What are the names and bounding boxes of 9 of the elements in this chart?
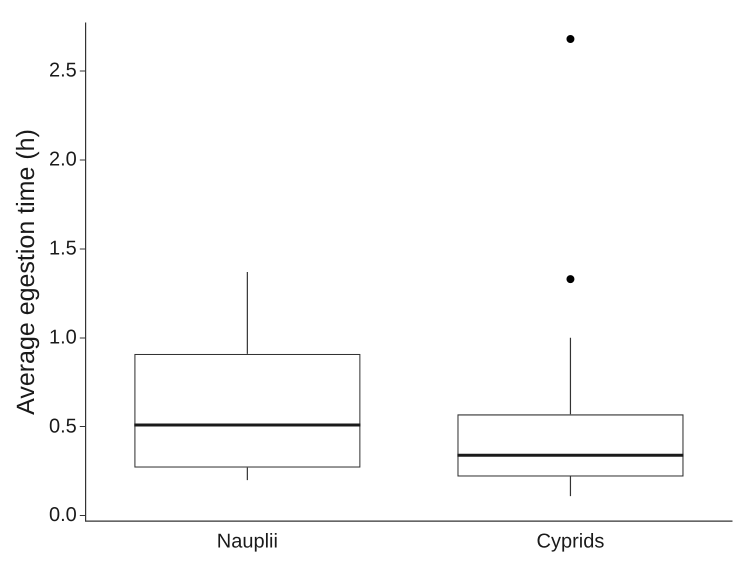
y-axis-title: Average egestion time (h) <box>12 129 40 415</box>
y-tick-label: 1.5 <box>48 237 77 260</box>
x-tick-label: Cyprids <box>536 530 604 553</box>
y-tick-label: 2.5 <box>48 60 77 82</box>
y-tick-label: 1.0 <box>48 326 77 348</box>
y-tick-label: 2.0 <box>48 148 77 170</box>
y-tick-label: 0.5 <box>48 415 77 438</box>
y-tick-label: 0.0 <box>48 504 77 526</box>
x-tick-label: Nauplii <box>216 530 278 553</box>
